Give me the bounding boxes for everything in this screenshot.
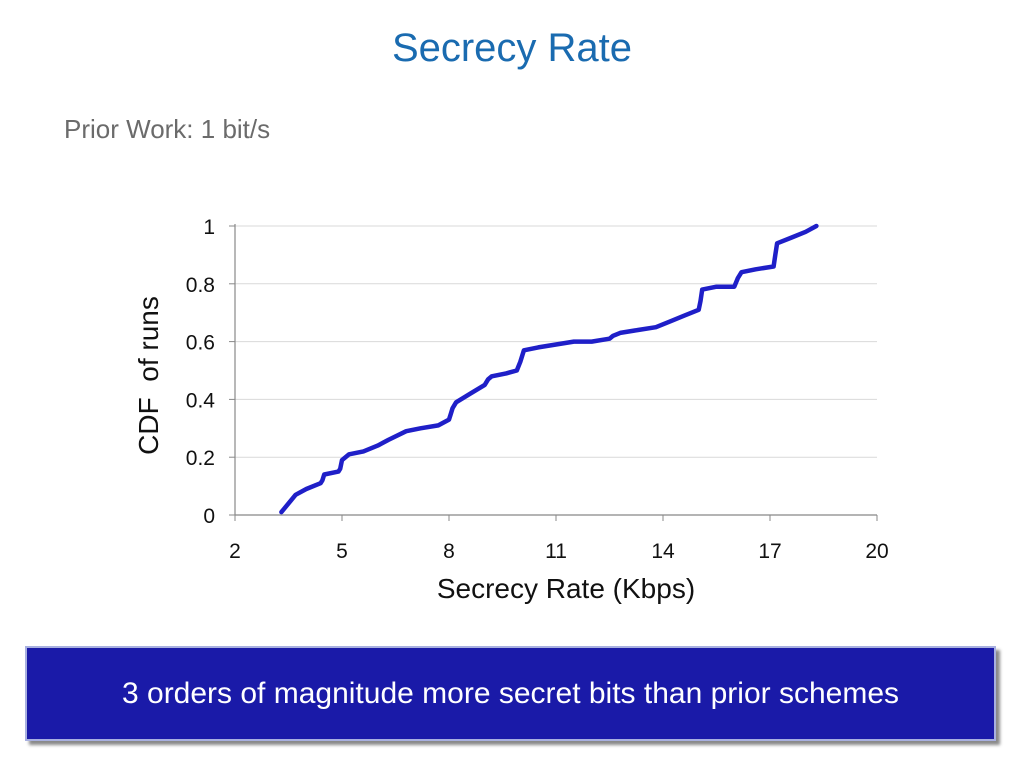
callout-text: 3 orders of magnitude more secret bits t…	[121, 676, 900, 710]
x-tick-label: 8	[443, 540, 455, 563]
x-tick-label: 2	[229, 540, 241, 563]
x-tick-label: 5	[336, 540, 348, 563]
chart-svg: 0 0.2 0.4 0.6 0.8 1 2 5 8 11 14 17 20 Secrecy Rate (K…	[133, 216, 889, 604]
prior-work-text: Prior Work: 1 bit/s	[64, 114, 271, 144]
slide-title: Secrecy Rate	[391, 26, 633, 70]
x-axis-label: Secrecy Rate (Kbps)	[437, 573, 695, 604]
x-tick-label: 17	[758, 540, 781, 563]
y-tick-label: 0.2	[186, 447, 215, 470]
y-axis-label: CDF of runs	[133, 296, 164, 455]
cdf-chart: 0 0.2 0.4 0.6 0.8 1 2 5 8 11 14 17 20 Secrecy Rate (K…	[120, 195, 910, 615]
y-tick-label: 0.4	[186, 389, 216, 412]
x-tick-label: 14	[651, 540, 675, 563]
cdf-series-line	[279, 223, 819, 515]
x-tick-label: 11	[545, 540, 567, 563]
y-tick-label: 0.8	[186, 274, 215, 297]
y-tick-label: 0	[203, 505, 215, 528]
y-tick-label: 0.6	[186, 332, 215, 355]
callout-box: 3 orders of magnitude more secret bits t…	[25, 646, 996, 741]
x-tick-label: 20	[865, 540, 888, 563]
y-tick-label: 1	[203, 216, 215, 239]
